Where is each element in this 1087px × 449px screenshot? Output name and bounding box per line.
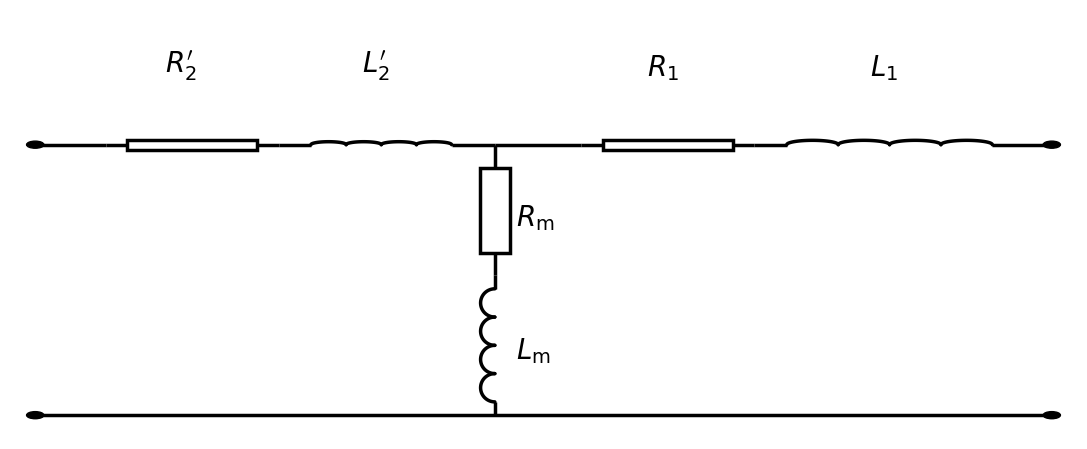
Text: $R_{\mathrm{m}}$: $R_{\mathrm{m}}$ <box>516 203 555 233</box>
Circle shape <box>1044 141 1061 148</box>
Circle shape <box>26 412 43 419</box>
Bar <box>603 140 733 150</box>
Text: $R_2'$: $R_2'$ <box>165 48 197 83</box>
Text: $L_{\mathrm{m}}$: $L_{\mathrm{m}}$ <box>516 336 551 366</box>
Bar <box>127 140 257 150</box>
Text: $L_2'$: $L_2'$ <box>362 48 390 83</box>
Circle shape <box>26 141 43 148</box>
Circle shape <box>1044 412 1061 419</box>
Text: $L_1$: $L_1$ <box>870 53 898 83</box>
Text: $R_1$: $R_1$ <box>647 53 678 83</box>
Bar <box>479 167 510 253</box>
